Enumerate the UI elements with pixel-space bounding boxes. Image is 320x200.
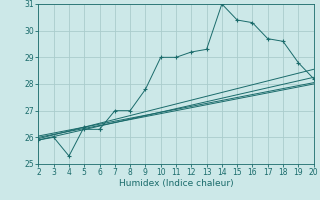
X-axis label: Humidex (Indice chaleur): Humidex (Indice chaleur) [119, 179, 233, 188]
